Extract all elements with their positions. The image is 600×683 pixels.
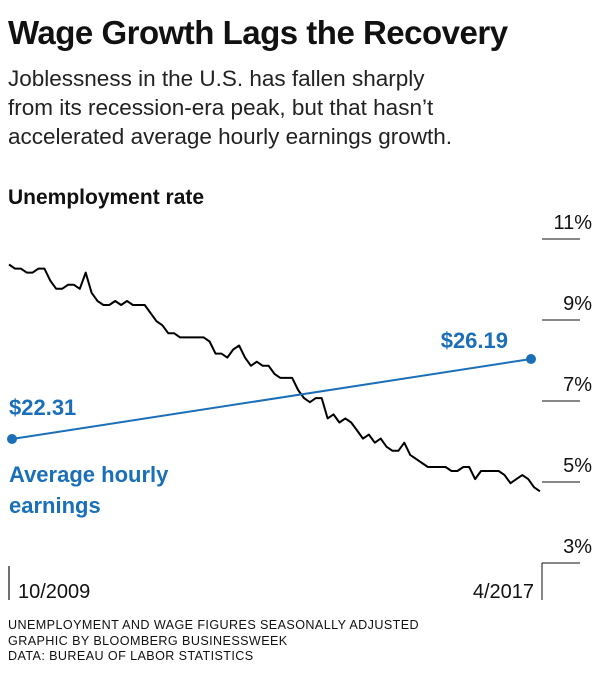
- chart-labels: 11% 9% 7% 5% 3% 10/2009 4/2017 $22.31 $26.19 Aver…: [9, 212, 592, 603]
- source-line: UNEMPLOYMENT AND WAGE FIGURES SEASONALLY…: [8, 618, 420, 632]
- earnings-start-point: [7, 434, 17, 444]
- y-tick-label: 9%: [563, 293, 592, 315]
- source-line: DATA: BUREAU OF LABOR STATISTICS: [8, 649, 254, 663]
- earnings-line: [11, 358, 532, 440]
- earnings-series-label: earnings: [9, 493, 101, 518]
- source-notes: UNEMPLOYMENT AND WAGE FIGURES SEASONALLY…: [8, 618, 419, 665]
- x-tick-label: 4/2017: [473, 581, 534, 603]
- subtitle-line: Joblessness in the U.S. has fallen sharp…: [8, 66, 425, 91]
- earnings-start-label: $22.31: [9, 395, 76, 420]
- y-tick-label: 11%: [553, 212, 592, 234]
- x-tick-label: 10/2009: [18, 581, 90, 603]
- subtitle-line: accelerated average hourly earnings grow…: [8, 124, 453, 149]
- earnings-end-point: [526, 354, 536, 364]
- chart-title: Wage Growth Lags the Recovery: [8, 14, 508, 51]
- earnings-series-label: Average hourly: [9, 462, 169, 487]
- y-tick-label: 3%: [563, 536, 592, 558]
- unemployment-section-label: Unemployment rate: [8, 186, 205, 209]
- source-line: GRAPHIC BY BLOOMBERG BUSINESSWEEK: [8, 633, 288, 648]
- y-tick-label: 5%: [563, 455, 592, 477]
- earnings-end-label: $26.19: [441, 328, 508, 353]
- subtitle-line: from its recession-era peak, but that ha…: [8, 95, 434, 120]
- y-tick-label: 7%: [563, 374, 592, 396]
- unemployment-line: [8, 263, 541, 493]
- chart-marks: [7, 263, 541, 493]
- chart-axes: [8, 238, 580, 600]
- chart-subtitle: Joblessness in the U.S. has fallen sharp…: [8, 64, 588, 151]
